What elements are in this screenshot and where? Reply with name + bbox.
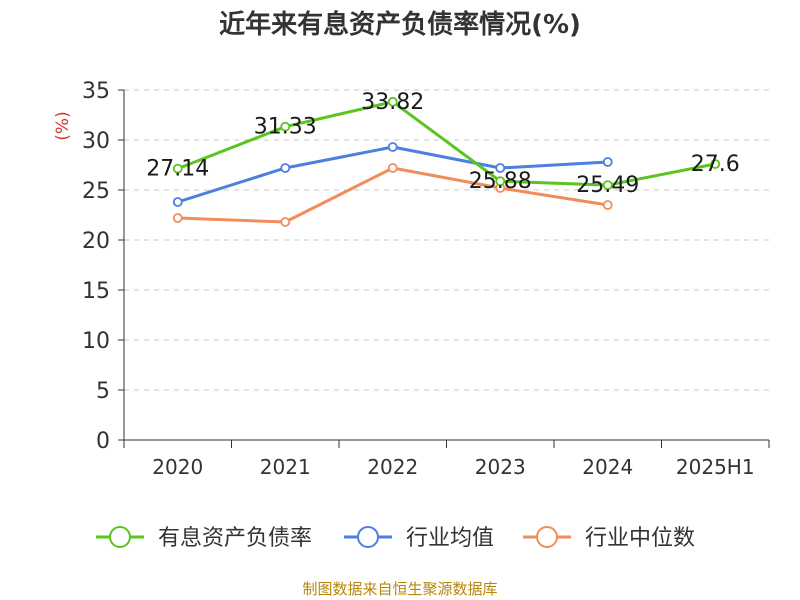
legend-marker-industry_avg	[357, 526, 379, 548]
data-point-debt_ratio	[602, 180, 613, 191]
x-tick-label: 2022	[367, 455, 418, 479]
data-point-debt_ratio	[495, 176, 506, 187]
data-label: 31.33	[254, 115, 317, 140]
data-label: 27.6	[691, 152, 740, 177]
data-point-debt_ratio	[280, 121, 291, 132]
data-label: 25.88	[469, 169, 532, 194]
y-axis-label: (%)	[53, 111, 73, 140]
x-tick-label: 2020	[152, 455, 203, 479]
legend-label-industry_median: 行业中位数	[585, 526, 695, 551]
y-tick-label: 20	[82, 229, 110, 254]
data-point-industry_avg	[172, 197, 183, 207]
y-tick-label: 35	[82, 79, 110, 104]
series-line-debt_ratio	[177, 100, 716, 187]
data-label: 27.14	[146, 157, 209, 182]
series-line-industry_median	[177, 166, 608, 224]
data-point-industry_avg	[387, 142, 398, 152]
y-tick-label: 0	[96, 429, 110, 454]
data-point-debt_ratio	[710, 159, 721, 169]
legend-marker-debt_ratio	[109, 526, 131, 548]
legend-marker-industry_median	[536, 526, 558, 548]
x-tick-label: 2021	[260, 455, 311, 479]
x-tick-label: 2023	[475, 455, 526, 479]
source-note: 制图数据来自恒生聚源数据库	[302, 580, 498, 598]
data-point-industry_median	[280, 217, 291, 227]
y-tick-label: 10	[82, 329, 110, 354]
data-label: 25.49	[576, 173, 639, 198]
legend-label-debt_ratio: 有息资产负债率	[158, 526, 312, 551]
data-point-industry_avg	[280, 163, 291, 173]
data-label: 33.82	[361, 90, 424, 115]
data-point-industry_median	[172, 213, 183, 223]
x-tick-label: 2025H1	[676, 455, 755, 479]
legend-label-industry_avg: 行业均值	[406, 526, 494, 551]
chart-title: 近年来有息资产负债率情况(%)	[219, 10, 581, 40]
data-point-industry_median	[387, 163, 398, 173]
data-point-industry_median	[602, 200, 613, 210]
x-tick-label: 2024	[582, 455, 633, 479]
y-tick-label: 30	[82, 129, 110, 154]
data-point-debt_ratio	[172, 163, 183, 174]
y-tick-label: 25	[82, 179, 110, 204]
data-point-industry_avg	[602, 157, 613, 167]
y-tick-label: 15	[82, 279, 110, 304]
data-point-industry_avg	[495, 163, 506, 173]
data-point-debt_ratio	[387, 96, 398, 107]
y-tick-label: 5	[96, 379, 110, 404]
